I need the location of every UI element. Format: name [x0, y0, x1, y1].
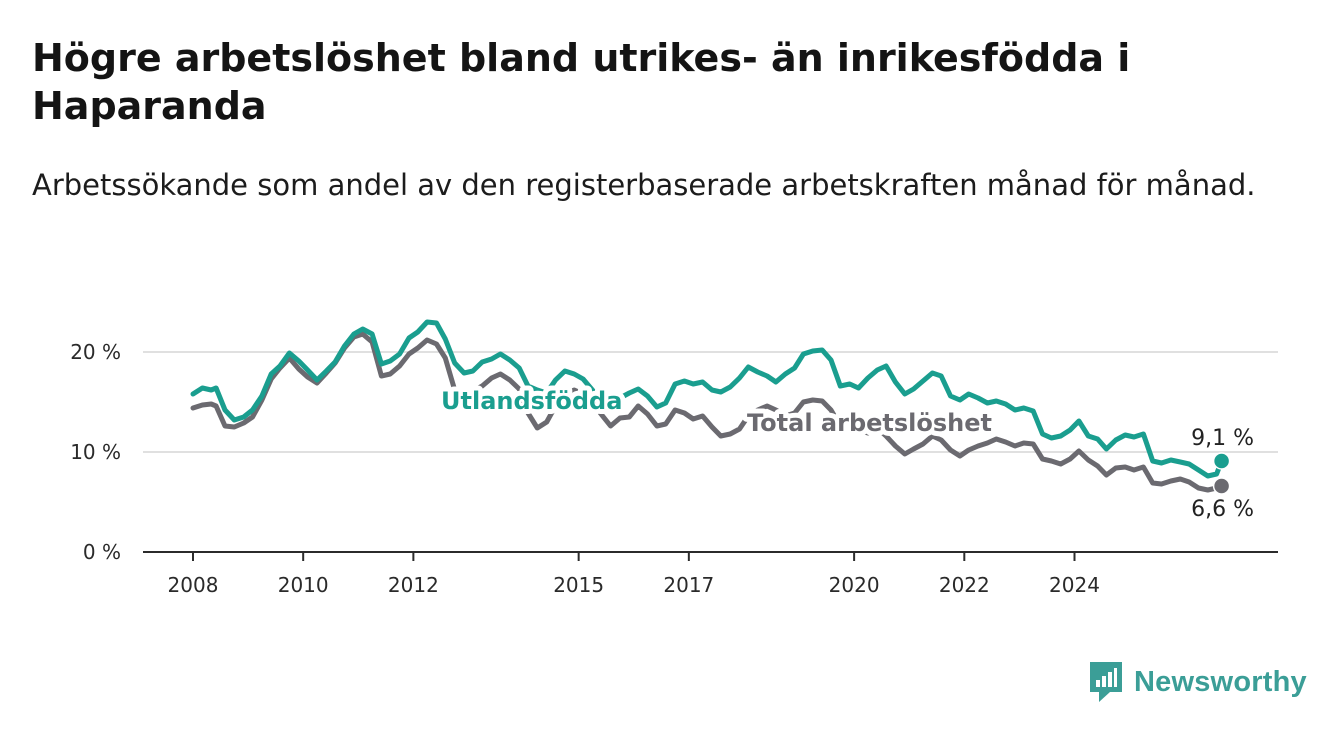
brand-name: Newsworthy — [1134, 665, 1307, 698]
series-lines — [190, 319, 1231, 495]
series-label-utlandsfodda: Utlandsfödda — [441, 387, 622, 415]
series-end-point-1 — [1212, 477, 1231, 495]
x-tick-label: 2017 — [663, 573, 714, 597]
series-labels: Utlandsfödda Total arbetslöshet 9,1 % 6,6 % — [436, 382, 1254, 522]
x-tick-label: 2012 — [388, 573, 439, 597]
series-line-0 — [190, 319, 1225, 479]
newsworthy-chart-icon — [1090, 662, 1122, 702]
x-tick-label: 2015 — [553, 573, 604, 597]
x-tick-label: 2024 — [1049, 573, 1100, 597]
series-end-point-0 — [1212, 452, 1231, 470]
gridlines — [143, 351, 1278, 453]
series-line-1 — [190, 331, 1225, 493]
y-tick-label: 0 % — [83, 540, 121, 564]
end-label-utlandsfodda: 9,1 % — [1191, 426, 1254, 451]
x-tick-label: 2008 — [168, 573, 219, 597]
x-tick-label: 2022 — [939, 573, 990, 597]
end-label-total: 6,6 % — [1191, 497, 1254, 522]
x-tick-label: 2010 — [278, 573, 329, 597]
series-label-total: Total arbetslöshet — [747, 409, 992, 437]
y-tick-label: 20 % — [70, 340, 121, 364]
line-chart: Utlandsfödda Total arbetslöshet 9,1 % 6,6 %… — [70, 319, 1278, 597]
x-tick-label: 2020 — [829, 573, 880, 597]
newsworthy-logo: Newsworthy — [1088, 660, 1307, 704]
y-tick-label: 10 % — [70, 440, 121, 464]
chart-title: Högre arbetslöshet bland utrikes- än inr… — [32, 36, 1131, 128]
axes: 0 % 10 % 20 % 2008 2010 2012 2015 2017 2020 2022 2… — [70, 340, 1278, 597]
chart-subtitle: Arbetssökande som andel av den registerb… — [32, 168, 1256, 202]
